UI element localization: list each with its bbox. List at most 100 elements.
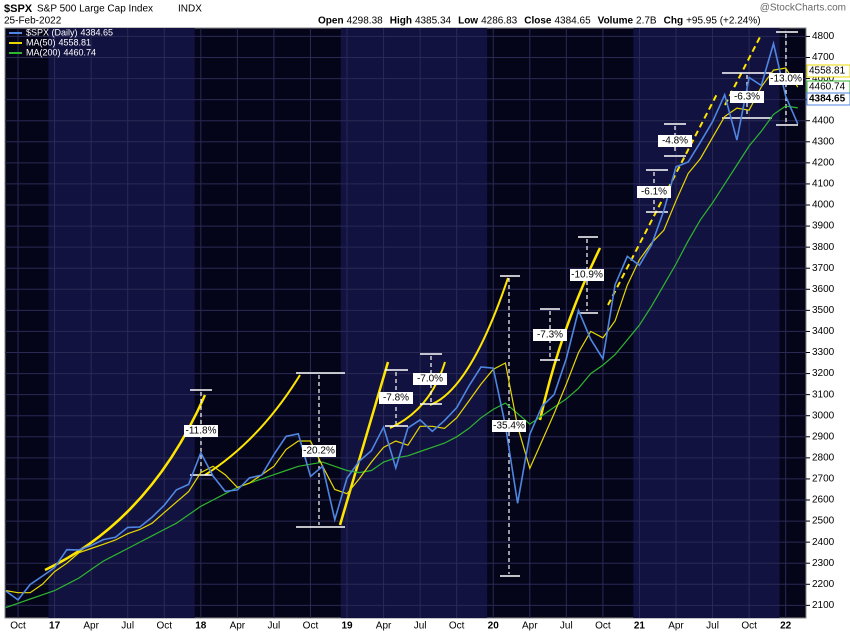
annotation: -6.3% — [734, 92, 760, 103]
annotation: -11.8% — [186, 426, 217, 437]
y-tick-label: 3900 — [812, 221, 835, 232]
legend-label: MA(50) — [26, 37, 56, 47]
y-tick-label: 4600 — [812, 73, 835, 84]
year-band — [48, 28, 195, 618]
x-tick-label: 20 — [488, 621, 500, 632]
y-tick-label: 4000 — [812, 200, 835, 211]
annotation-box — [379, 392, 413, 404]
quote-value: 4286.83 — [481, 16, 518, 27]
annotation: -7.0% — [417, 374, 443, 385]
last-value-box — [806, 92, 850, 106]
title: S&P 500 Large Cap Index — [37, 4, 153, 15]
x-tick-label: Apr — [230, 621, 246, 632]
y-tick-label: 2500 — [812, 516, 835, 527]
quote-value: 2.7B — [636, 16, 657, 27]
legend-value: 4558.81 — [59, 37, 92, 47]
quote-value: +95.95 (+2.24%) — [686, 16, 761, 27]
last-value-label: 4384.65 — [809, 94, 846, 105]
price-line — [5, 40, 799, 602]
quote-label: Close — [524, 16, 552, 27]
x-tick-label: Apr — [522, 621, 538, 632]
y-tick-label: 4800 — [812, 31, 835, 42]
quote-label: Low — [458, 16, 478, 27]
quote-value: 4385.34 — [415, 16, 452, 27]
y-tick-label: 2400 — [812, 537, 835, 548]
y-tick-label: 4300 — [812, 136, 835, 147]
x-tick-label: Jul — [560, 621, 573, 632]
symbol: $SPX — [4, 3, 33, 15]
annotation-box — [658, 135, 692, 147]
y-tick-label: 3300 — [812, 347, 835, 358]
y-tick-label: 2800 — [812, 452, 835, 463]
annotation-box — [769, 73, 803, 85]
x-tick-label: 22 — [780, 621, 792, 632]
year-band — [633, 28, 780, 618]
x-tick-label: Apr — [83, 621, 99, 632]
quote-label: Chg — [664, 16, 683, 27]
annotation-box — [570, 269, 604, 281]
y-tick-label: 3600 — [812, 284, 835, 295]
y-tick-label: 3700 — [812, 263, 835, 274]
x-tick-label: Oct — [741, 621, 757, 632]
annotation-box — [637, 186, 671, 198]
annotation-box — [492, 420, 526, 432]
annotation-box — [302, 445, 336, 457]
y-tick-label: 2100 — [812, 600, 835, 611]
exchange: INDX — [178, 4, 202, 15]
quote-label: High — [390, 16, 412, 27]
legend-label: $SPX (Daily) — [26, 27, 78, 37]
legend-value: 4384.65 — [81, 27, 114, 37]
y-tick-label: 3200 — [812, 368, 835, 379]
x-tick-label: 21 — [634, 621, 646, 632]
y-tick-label: 2300 — [812, 558, 835, 569]
annotation: -10.9% — [571, 270, 603, 281]
last-value-label: 4460.74 — [809, 82, 846, 93]
y-tick-label: 4700 — [812, 52, 835, 63]
legend-label: MA(200) — [26, 47, 61, 57]
quote-label: Volume — [598, 16, 634, 27]
plot: -11.8% -20.2% -7.8% -7.0% -35.4% -7.3% -10.9% -… — [5, 40, 850, 609]
x-tick-label: 17 — [49, 621, 61, 632]
annotation: -7.3% — [537, 330, 563, 341]
x-tick-label: Jul — [268, 621, 281, 632]
x-tick-label: Oct — [449, 621, 465, 632]
ma-line — [5, 67, 799, 594]
y-tick-label: 2700 — [812, 474, 835, 485]
x-tick-label: Oct — [156, 621, 172, 632]
y-tick-label: 3800 — [812, 242, 835, 253]
y-tick-label: 2600 — [812, 495, 835, 506]
annotation: -13.0% — [770, 74, 802, 85]
annotation: -35.4% — [493, 421, 525, 432]
annotation-box — [413, 373, 447, 385]
x-tick-label: Apr — [376, 621, 392, 632]
y-tick-label: 4100 — [812, 179, 835, 190]
ma-line — [5, 105, 798, 609]
last-value-label: 4558.81 — [809, 66, 846, 77]
y-tick-label: 3500 — [812, 305, 835, 316]
year-band — [340, 28, 488, 618]
x-tick-label: Oct — [10, 621, 26, 632]
y-tick-label: 3000 — [812, 410, 835, 421]
y-tick-label: 3100 — [812, 389, 835, 400]
x-tick-label: Jul — [414, 621, 427, 632]
x-tick-label: Jul — [121, 621, 134, 632]
x-tick-label: 18 — [195, 621, 207, 632]
annotation-box — [730, 91, 764, 103]
y-tick-label: 2200 — [812, 579, 835, 590]
annotation-box — [533, 329, 567, 341]
annotation: -4.8% — [662, 136, 688, 147]
annotation-box — [184, 425, 218, 437]
header: $SPX S&P 500 Large Cap Index INDX 25-Feb-20… — [4, 3, 846, 58]
x-tick-label: Oct — [595, 621, 611, 632]
quote-value: 4298.38 — [347, 16, 384, 27]
plot-background — [4, 27, 807, 619]
annotation: -7.8% — [383, 393, 409, 404]
last-value-box — [806, 64, 850, 78]
x-tick-label: Jul — [706, 621, 719, 632]
quote-label: Open — [318, 16, 344, 27]
x-tick-label: Apr — [668, 621, 684, 632]
watermark: @StockCharts.com — [760, 3, 846, 14]
legend-value: 4460.74 — [64, 47, 97, 57]
